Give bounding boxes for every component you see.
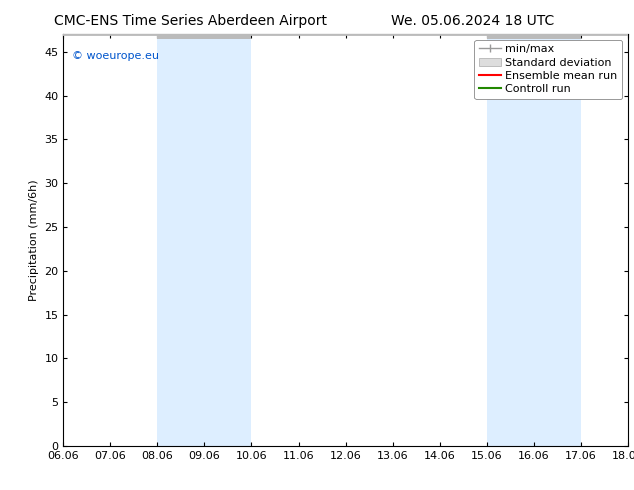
Text: CMC-ENS Time Series Aberdeen Airport: CMC-ENS Time Series Aberdeen Airport: [54, 14, 327, 28]
Legend: min/max, Standard deviation, Ensemble mean run, Controll run: min/max, Standard deviation, Ensemble me…: [474, 40, 622, 99]
Bar: [486, 34, 581, 446]
Text: We. 05.06.2024 18 UTC: We. 05.06.2024 18 UTC: [391, 14, 554, 28]
Bar: [157, 34, 252, 39]
Bar: [486, 34, 581, 39]
Text: © woeurope.eu: © woeurope.eu: [72, 51, 159, 61]
Y-axis label: Precipitation (mm/6h): Precipitation (mm/6h): [29, 179, 39, 301]
Bar: [157, 34, 252, 446]
